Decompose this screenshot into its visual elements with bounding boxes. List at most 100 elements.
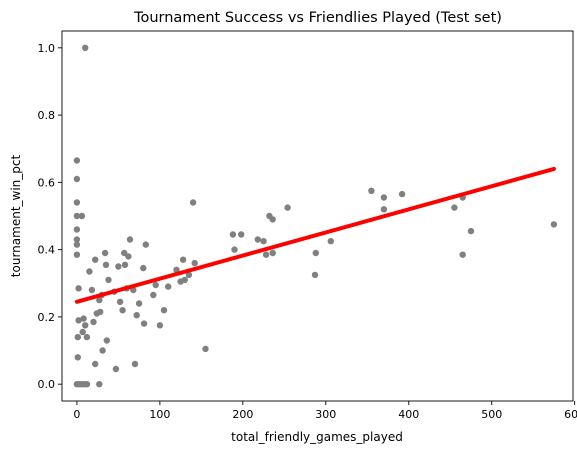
data-point xyxy=(73,199,81,206)
data-point xyxy=(88,286,96,294)
data-point xyxy=(173,266,180,273)
data-point xyxy=(82,44,89,51)
data-point xyxy=(73,226,81,233)
data-point xyxy=(269,249,276,257)
data-point xyxy=(238,231,245,238)
data-point xyxy=(156,322,164,329)
data-point xyxy=(83,333,91,341)
data-point xyxy=(92,256,99,263)
data-point xyxy=(73,212,81,220)
data-point xyxy=(105,276,112,284)
data-point xyxy=(152,281,159,289)
data-point xyxy=(380,206,388,213)
x-tick-label: 100 xyxy=(149,408,170,421)
data-point xyxy=(103,337,111,344)
x-tick-label: 500 xyxy=(481,408,502,421)
data-point xyxy=(115,263,122,270)
data-point xyxy=(90,318,97,326)
data-point xyxy=(96,381,103,388)
data-point xyxy=(121,261,129,268)
data-point xyxy=(140,264,147,272)
data-point xyxy=(231,246,238,253)
data-point xyxy=(99,347,106,354)
x-tick-label: 400 xyxy=(398,408,419,421)
data-point xyxy=(189,199,197,206)
data-point xyxy=(75,317,82,324)
data-point xyxy=(74,354,82,361)
data-point xyxy=(262,251,270,258)
data-point xyxy=(86,268,93,275)
data-point xyxy=(284,204,291,211)
data-points xyxy=(73,44,558,388)
plot-area-frame xyxy=(61,30,574,402)
data-point xyxy=(73,175,81,183)
y-axis-label: tournament_win_pct xyxy=(9,155,23,278)
data-point xyxy=(185,271,193,279)
y-tick-label: 1.0 xyxy=(38,42,56,55)
data-point xyxy=(312,249,319,257)
data-point xyxy=(398,190,406,198)
data-point xyxy=(73,236,81,243)
data-point xyxy=(150,291,157,299)
fit-line xyxy=(74,166,556,304)
data-point xyxy=(260,238,267,245)
x-tick-label: 0 xyxy=(73,408,80,421)
x-axis-label: total_friendly_games_played xyxy=(231,430,403,444)
data-point xyxy=(92,360,99,368)
data-point xyxy=(83,381,91,388)
data-point xyxy=(140,320,148,327)
data-point xyxy=(112,365,120,373)
data-point xyxy=(142,241,149,248)
y-tick-label: 0.8 xyxy=(38,109,56,122)
data-point xyxy=(327,238,334,245)
data-point xyxy=(550,221,558,228)
data-point xyxy=(116,298,124,305)
data-point xyxy=(451,204,458,211)
data-point xyxy=(254,236,261,243)
data-point xyxy=(82,322,89,329)
y-tick-label: 0.6 xyxy=(38,176,56,189)
chart-title: Tournament Success vs Friendlies Played … xyxy=(133,10,502,26)
data-point xyxy=(73,251,81,258)
data-point xyxy=(229,231,237,238)
data-point xyxy=(202,345,209,353)
data-point xyxy=(78,212,86,220)
data-point xyxy=(269,216,276,223)
data-point xyxy=(133,312,140,319)
data-point xyxy=(74,333,82,341)
data-point xyxy=(79,328,86,336)
data-point xyxy=(165,283,172,290)
data-point xyxy=(73,157,81,164)
data-point xyxy=(467,227,475,235)
data-point xyxy=(380,194,388,201)
data-point xyxy=(102,261,110,268)
data-point xyxy=(191,259,198,267)
y-tick-label: 0.4 xyxy=(38,244,56,257)
data-point xyxy=(160,307,168,314)
data-point xyxy=(126,236,134,243)
fit-line-group xyxy=(74,166,556,304)
data-point xyxy=(131,360,139,368)
data-point xyxy=(75,285,82,292)
data-point xyxy=(181,276,188,284)
y-tick-label: 0.2 xyxy=(38,311,56,324)
data-point xyxy=(135,300,143,307)
y-tick-label: 0.0 xyxy=(38,378,56,391)
data-point xyxy=(125,253,132,260)
data-point xyxy=(96,296,103,304)
data-point xyxy=(73,241,81,248)
data-point xyxy=(80,315,87,322)
data-point xyxy=(101,249,109,257)
x-tick-label: 200 xyxy=(232,408,253,421)
data-point xyxy=(119,307,126,314)
data-point xyxy=(311,271,319,279)
data-point xyxy=(97,308,104,316)
x-tick-label: 300 xyxy=(315,408,336,421)
x-axis-ticks: 0 100 200 300 400 500 600 xyxy=(73,401,577,421)
data-point xyxy=(179,256,187,263)
data-point xyxy=(368,187,375,194)
data-point xyxy=(459,251,466,258)
y-axis-ticks: 0.0 0.2 0.4 0.6 0.8 1.0 xyxy=(38,42,62,391)
x-tick-label: 600 xyxy=(564,408,577,421)
